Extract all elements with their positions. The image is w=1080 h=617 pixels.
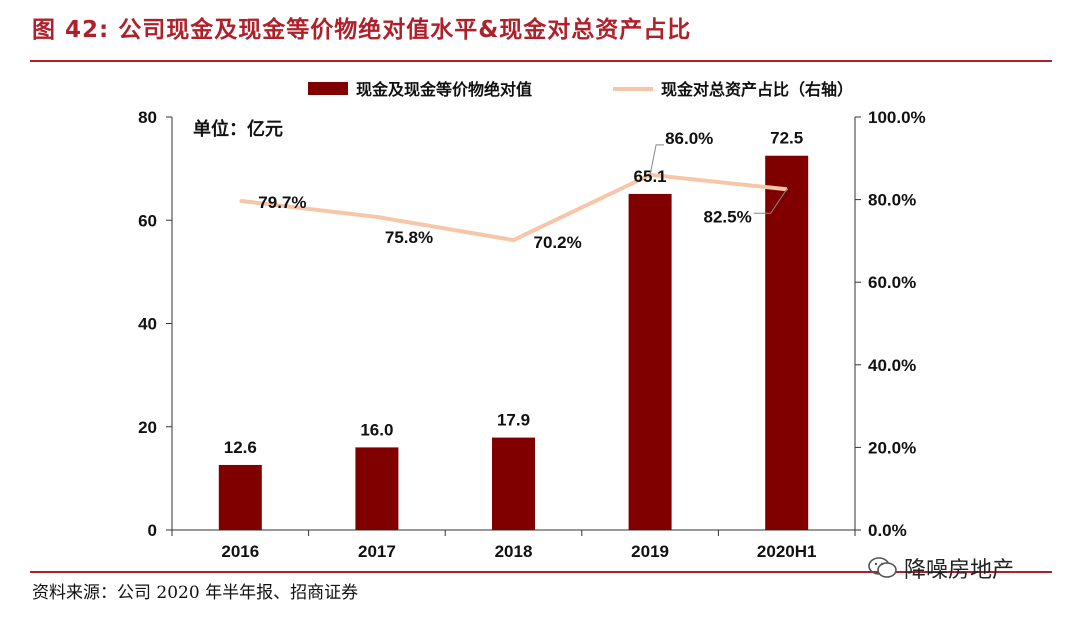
combo-chart: 现金及现金等价物绝对值 现金对总资产占比（右轴） 单位：亿元 0 20 40 60 80… [138,80,926,561]
legend-swatch-bar [308,82,348,95]
y-right-tick-label: 80.0% [868,191,916,210]
bar-value-label: 16.0 [360,420,393,439]
line-value-label: 82.5% [703,207,751,226]
watermark-text: 降噪房地产 [904,558,1015,583]
x-tick-label: 2017 [358,542,396,561]
bar-value-label: 12.6 [224,438,257,457]
bar-value-label: 72.5 [770,129,803,148]
line-value-label: 79.7% [258,193,306,212]
line-value-label: 75.8% [385,228,433,247]
y-left-tick-label: 60 [138,211,157,230]
line-label-leader [649,144,665,175]
line-label-leader [753,188,788,214]
watermark: 降噪房地产 [868,552,1014,584]
title-rule [30,60,1052,62]
bar [492,437,535,530]
x-tick-label: 2018 [495,542,533,561]
bar [765,155,809,530]
y-right-tick-label: 100.0% [868,108,926,127]
x-tick-label: 2019 [631,542,669,561]
x-tick-label: 2016 [221,542,259,561]
line-point [512,239,515,242]
y-left-tick-label: 20 [138,418,157,437]
figure-title: 图 42: 公司现金及现金等价物绝对值水平&现金对总资产占比 [32,17,692,43]
wechat-icon [868,557,897,578]
bar [355,447,399,530]
unit-label: 单位：亿元 [193,118,283,139]
x-tick-label: 2020H1 [757,542,817,561]
legend-label-line: 现金对总资产占比（右轴） [661,80,853,99]
line-value-label: 86.0% [665,129,713,148]
y-right-tick-label: 0.0% [868,521,907,540]
line-point [239,199,242,202]
bar-value-label: 65.1 [634,167,667,186]
y-left-tick-label: 40 [138,315,157,334]
legend-label-bar: 现金及现金等价物绝对值 [356,80,532,99]
y-right-tick-label: 20.0% [868,438,916,457]
bar-value-label: 17.9 [497,411,530,430]
y-right-tick-label: 60.0% [868,273,916,292]
source-note: 资料来源：公司 2020 年半年报、招商证券 [32,583,359,603]
line-value-label: 70.2% [534,233,582,252]
line-point [375,215,378,218]
bar [218,464,262,530]
y-right-tick-label: 40.0% [868,356,916,375]
y-left-tick-label: 80 [138,108,157,127]
source-rule [30,571,1052,573]
bar [628,193,672,530]
y-left-tick-label: 0 [148,521,157,540]
